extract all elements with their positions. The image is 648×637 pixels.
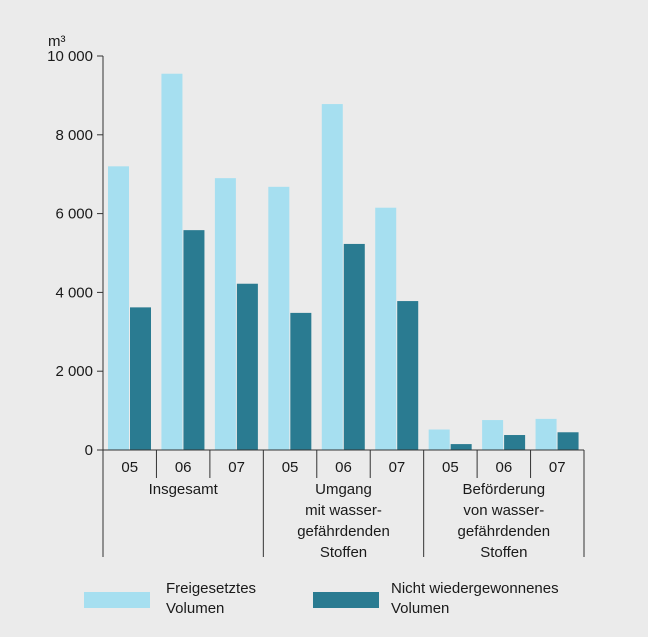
group-label: mit wasser- bbox=[305, 502, 382, 519]
x-tick-label: 05 bbox=[442, 459, 459, 476]
group-label: Umgang bbox=[315, 481, 372, 498]
x-tick-label: 06 bbox=[335, 459, 352, 476]
bar-freigesetzt bbox=[321, 104, 343, 451]
bar-nicht-wiedergewonnen bbox=[397, 301, 419, 450]
y-tick-label: 2 000 bbox=[55, 363, 93, 380]
x-axis: 05 06 07 Insgesamt 05 06 07 Umgang mit wasser-ge… bbox=[102, 449, 585, 561]
group-label: von wasser- bbox=[463, 502, 544, 519]
bar-freigesetzt bbox=[482, 420, 504, 450]
y-unit-label: m³ bbox=[48, 33, 66, 50]
y-tick-label: 4 000 bbox=[55, 284, 93, 301]
x-tick-label: 07 bbox=[549, 459, 566, 476]
x-tick-label: 06 bbox=[495, 459, 512, 476]
y-tick-label: 6 000 bbox=[55, 206, 93, 223]
bar-freigesetzt bbox=[214, 178, 236, 450]
group-label: Stoffen bbox=[480, 544, 527, 561]
bar-nicht-wiedergewonnen bbox=[130, 307, 151, 450]
bar-nicht-wiedergewonnen bbox=[290, 312, 312, 450]
x-tick-label: 05 bbox=[282, 459, 299, 476]
bar-nicht-wiedergewonnen bbox=[236, 283, 258, 450]
bar-nicht-wiedergewonnen bbox=[557, 432, 579, 450]
y-axis: 0 2 000 4 000 6 000 8 000 10 000 bbox=[47, 48, 104, 459]
x-tick-label: 06 bbox=[175, 459, 192, 476]
bar-freigesetzt bbox=[375, 207, 397, 450]
legend-label: Nicht wiedergewonnenes bbox=[391, 580, 559, 597]
legend-swatch bbox=[84, 592, 150, 608]
bar-freigesetzt bbox=[428, 429, 450, 450]
group-label: Stoffen bbox=[320, 544, 367, 561]
group-label: Insgesamt bbox=[149, 481, 219, 498]
legend-label: Freigesetztes bbox=[166, 580, 256, 597]
bar-nicht-wiedergewonnen bbox=[183, 230, 205, 450]
group-label: gefährdenden bbox=[297, 523, 390, 540]
legend-label: Volumen bbox=[391, 600, 449, 617]
bar-nicht-wiedergewonnen bbox=[450, 444, 472, 450]
x-tick-label: 05 bbox=[121, 459, 138, 476]
bar-nicht-wiedergewonnen bbox=[343, 243, 365, 450]
x-tick-label: 07 bbox=[389, 459, 406, 476]
group-label: Beförderung bbox=[463, 481, 546, 498]
bar-freigesetzt bbox=[161, 73, 183, 450]
legend: Freigesetztes Volumen Nicht wiedergewonnen… bbox=[84, 580, 559, 617]
legend-label: Volumen bbox=[166, 600, 224, 617]
y-tick-label: 10 000 bbox=[47, 48, 93, 65]
legend-swatch bbox=[313, 592, 379, 608]
x-tick-label: 07 bbox=[228, 459, 245, 476]
bar-freigesetzt bbox=[535, 418, 557, 450]
bar-nicht-wiedergewonnen bbox=[504, 435, 526, 450]
group-label: gefährdenden bbox=[458, 523, 551, 540]
y-tick-label: 8 000 bbox=[55, 127, 93, 144]
y-tick-label: 0 bbox=[85, 442, 93, 459]
bar-freigesetzt bbox=[268, 186, 290, 451]
bars bbox=[108, 73, 579, 451]
bar-freigesetzt bbox=[108, 166, 129, 450]
